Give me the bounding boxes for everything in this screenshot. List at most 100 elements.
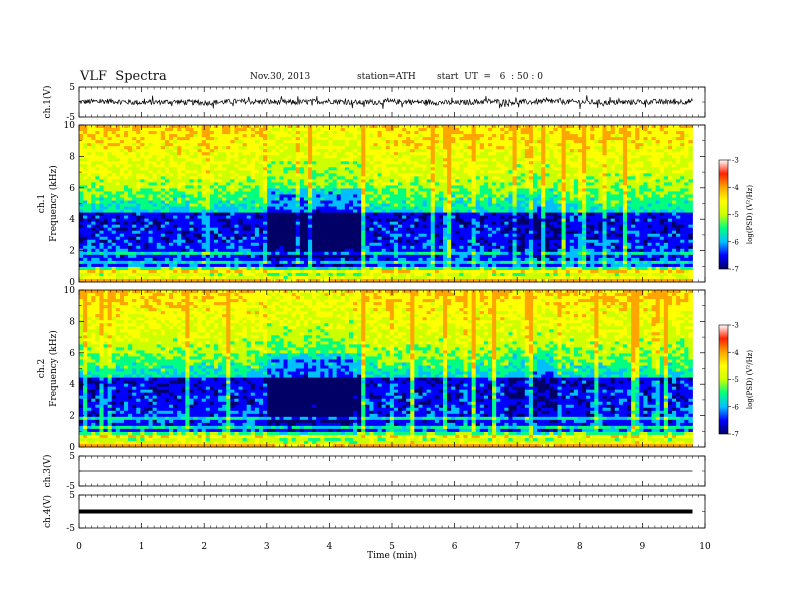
spectrogram-cell bbox=[144, 258, 148, 261]
spectrogram-cell bbox=[120, 167, 124, 170]
spectrogram-cell bbox=[108, 194, 112, 197]
spectrogram-cell bbox=[226, 228, 230, 231]
spectrogram-cell bbox=[206, 231, 210, 234]
spectrogram-cell bbox=[99, 134, 103, 137]
spectrogram-cell bbox=[79, 231, 83, 234]
spectrogram-cell bbox=[222, 276, 226, 279]
spectrogram-cell bbox=[230, 134, 234, 137]
spectrogram-cell bbox=[99, 146, 103, 149]
spectrogram-cell bbox=[181, 194, 185, 197]
spectrogram-cell bbox=[169, 143, 173, 146]
spectrogram-cell bbox=[181, 252, 185, 255]
spectrogram-cell bbox=[153, 185, 157, 188]
spectrogram-cell bbox=[218, 200, 222, 203]
spectrogram-cell bbox=[173, 155, 177, 158]
spectrogram-cell bbox=[120, 255, 124, 258]
spectrogram-cell bbox=[259, 143, 263, 146]
spectrogram-cell bbox=[169, 152, 173, 155]
spectrogram-cell bbox=[144, 161, 148, 164]
spectrogram-cell bbox=[116, 173, 120, 176]
spectrogram-cell bbox=[210, 216, 214, 219]
spectrogram-cell bbox=[218, 276, 222, 279]
spectrogram-cell bbox=[157, 270, 161, 273]
spectrogram-cell bbox=[181, 228, 185, 231]
spectrogram-cell bbox=[202, 152, 206, 155]
spectrogram-cell bbox=[214, 231, 218, 234]
spectrogram-cell bbox=[132, 194, 136, 197]
spectrogram-cell bbox=[198, 243, 202, 246]
spectrogram-cell bbox=[202, 240, 206, 243]
spectrogram-cell bbox=[149, 188, 153, 191]
spectrogram-cell bbox=[210, 207, 214, 210]
spectrogram-cell bbox=[230, 170, 234, 173]
spectrogram-cell bbox=[83, 143, 87, 146]
spectrogram-cell bbox=[99, 240, 103, 243]
spectrogram-cell bbox=[136, 200, 140, 203]
spectrogram-cell bbox=[116, 270, 120, 273]
spectrogram-cell bbox=[218, 213, 222, 216]
spectrogram-cell bbox=[243, 149, 247, 152]
spectrogram-cell bbox=[214, 276, 218, 279]
spectrogram-cell bbox=[79, 216, 83, 219]
spectrogram-cell bbox=[239, 152, 243, 155]
spectrogram-cell bbox=[128, 219, 132, 222]
spectrogram-cell bbox=[161, 252, 165, 255]
spectrogram-cell bbox=[108, 252, 112, 255]
spectrogram-cell bbox=[247, 182, 251, 185]
spectrogram-cell bbox=[206, 185, 210, 188]
spectrogram-cell bbox=[79, 222, 83, 225]
spectrogram-cell bbox=[132, 176, 136, 179]
spectrogram-cell bbox=[247, 213, 251, 216]
spectrogram-cell bbox=[108, 191, 112, 194]
spectrogram-cell bbox=[173, 200, 177, 203]
spectrogram-cell bbox=[218, 258, 222, 261]
spectrogram-cell bbox=[140, 167, 144, 170]
spectrogram-cell bbox=[132, 182, 136, 185]
spectrogram-cell bbox=[128, 170, 132, 173]
spectrogram-cell bbox=[189, 276, 193, 279]
spectrogram-cell bbox=[243, 276, 247, 279]
spectrogram-cell bbox=[202, 225, 206, 228]
spectrogram-cell bbox=[198, 216, 202, 219]
spectrogram-cell bbox=[91, 237, 95, 240]
spectrogram-cell bbox=[198, 246, 202, 249]
spectrogram-cell bbox=[189, 152, 193, 155]
spectrogram-cell bbox=[153, 258, 157, 261]
spectrogram-cell bbox=[255, 185, 259, 188]
spectrogram-cell bbox=[189, 143, 193, 146]
spectrogram-cell bbox=[161, 228, 165, 231]
spectrogram-cell bbox=[198, 137, 202, 140]
spectrogram-cell bbox=[87, 249, 91, 252]
spectrogram-cell bbox=[140, 207, 144, 210]
spectrogram-cell bbox=[91, 194, 95, 197]
spectrogram-cell bbox=[149, 143, 153, 146]
spectrogram-cell bbox=[116, 149, 120, 152]
spectrogram-cell bbox=[185, 258, 189, 261]
spectrogram-cell bbox=[169, 200, 173, 203]
spectrogram-cell bbox=[251, 222, 255, 225]
spectrogram-cell bbox=[206, 204, 210, 207]
spectrogram-cell bbox=[234, 225, 238, 228]
spectrogram-cell bbox=[149, 197, 153, 200]
spectrogram-cell bbox=[149, 173, 153, 176]
spectrogram-cell bbox=[140, 143, 144, 146]
spectrogram-cell bbox=[255, 216, 259, 219]
spectrogram-cell bbox=[165, 273, 169, 276]
spectrogram-cell bbox=[169, 252, 173, 255]
spectrogram-cell bbox=[243, 249, 247, 252]
spectrogram-cell bbox=[218, 167, 222, 170]
spectrogram-cell bbox=[108, 134, 112, 137]
spectrogram-cell bbox=[234, 200, 238, 203]
spectrogram-cell bbox=[234, 140, 238, 143]
spectrogram-cell bbox=[185, 179, 189, 182]
spectrogram-cell bbox=[173, 194, 177, 197]
spectrogram-cell bbox=[116, 255, 120, 258]
spectrogram-cell bbox=[247, 188, 251, 191]
spectrogram-cell bbox=[169, 204, 173, 207]
spectrogram-cell bbox=[230, 143, 234, 146]
spectrogram-cell bbox=[120, 188, 124, 191]
spectrogram-cell bbox=[251, 194, 255, 197]
spectrogram-cell bbox=[153, 131, 157, 134]
spectrogram-cell bbox=[124, 204, 128, 207]
spectrogram-cell bbox=[108, 273, 112, 276]
